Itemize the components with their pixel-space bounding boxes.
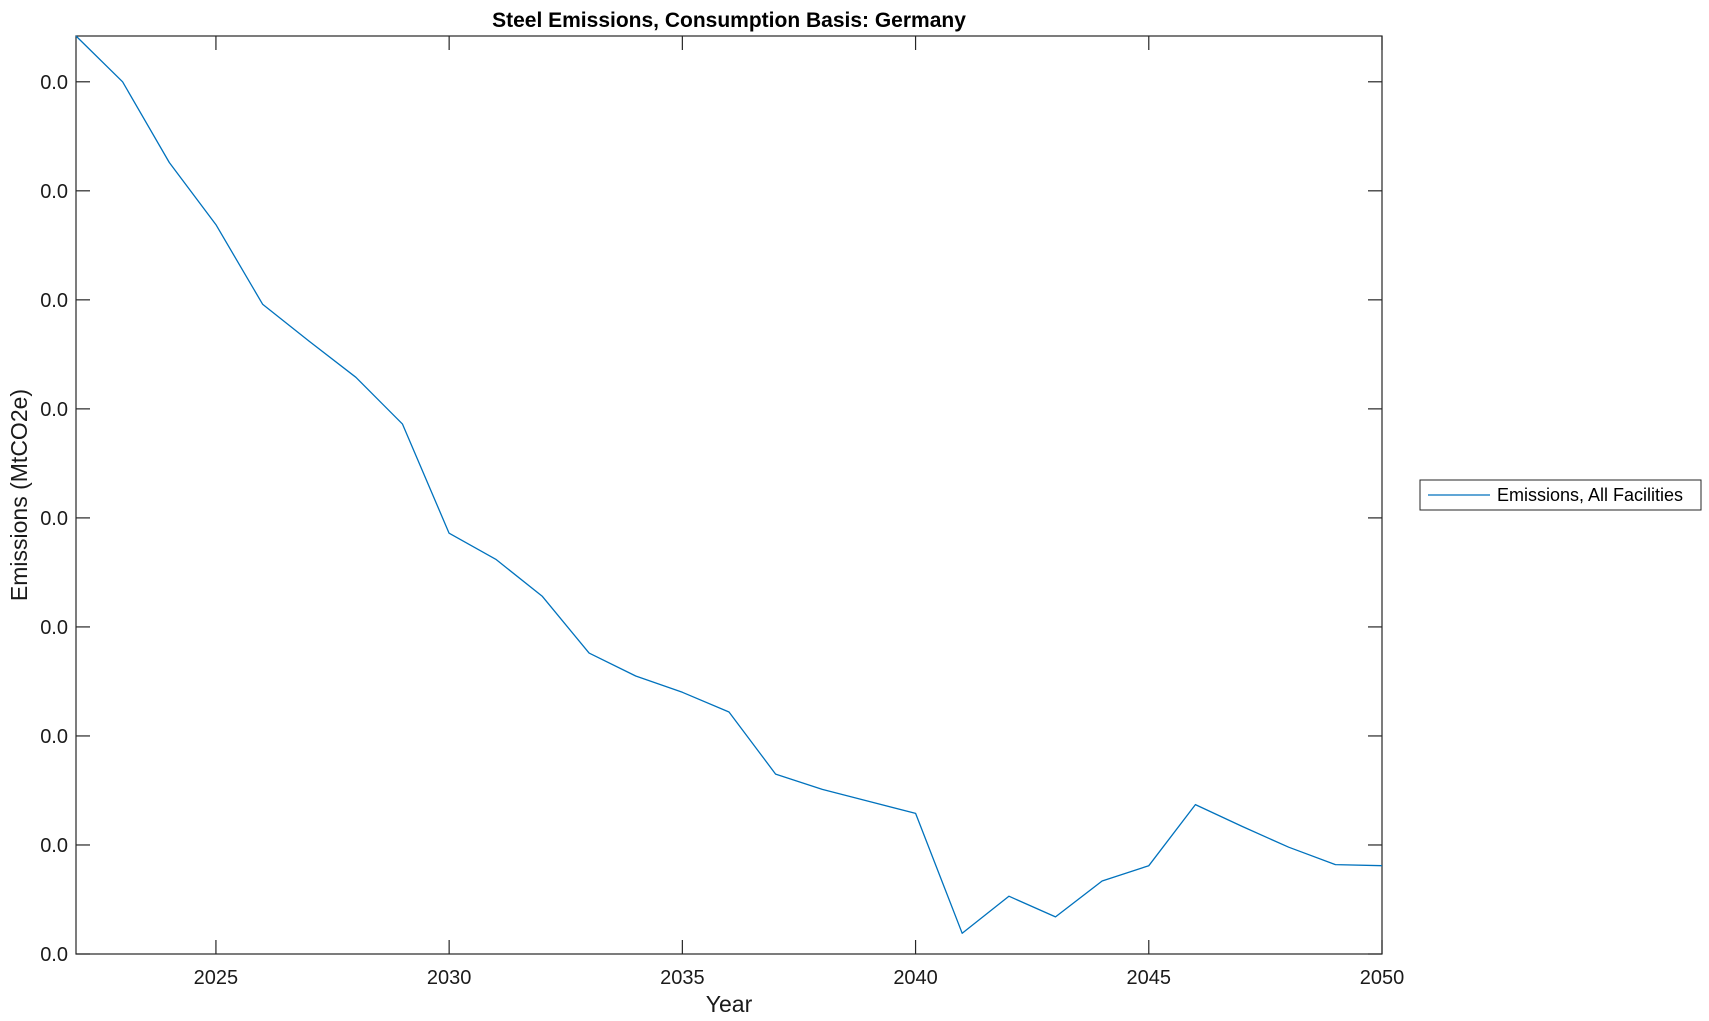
- y-axis: 0.0 0.0 0.0 0.0 0.0 0.0 0.0 0.0 0.0: [40, 72, 1382, 966]
- x-axis-title: Year: [706, 991, 753, 1017]
- x-axis: 2025 2030 2035 2040 2045 2050: [194, 36, 1405, 989]
- x-tick-label: 2035: [660, 967, 705, 989]
- y-tick-label: 0.0: [40, 617, 68, 639]
- series-line-emissions-all-facilities: [75, 35, 1383, 934]
- y-tick-label: 0.0: [40, 508, 68, 530]
- y-tick-label: 0.0: [40, 726, 68, 748]
- y-tick-label: 0.0: [40, 399, 68, 421]
- y-tick-label: 0.0: [40, 72, 68, 94]
- y-tick-label: 0.0: [40, 181, 68, 203]
- plot-area: [75, 35, 1383, 955]
- series-layer: [75, 35, 1383, 934]
- x-tick-label: 2050: [1360, 967, 1405, 989]
- y-axis-title: Emissions (MtCO2e): [6, 389, 32, 601]
- legend: Emissions, All Facilities: [1419, 479, 1702, 511]
- x-tick-label: 2045: [1127, 967, 1172, 989]
- x-tick-label: 2030: [427, 967, 472, 989]
- y-tick-label: 0.0: [40, 290, 68, 312]
- legend-entry-label: Emissions, All Facilities: [1497, 485, 1683, 505]
- chart-title: Steel Emissions, Consumption Basis: Germ…: [492, 9, 966, 32]
- y-tick-label: 0.0: [40, 835, 68, 857]
- x-tick-label: 2040: [893, 967, 938, 989]
- y-tick-label: 0.0: [40, 944, 68, 966]
- x-tick-label: 2025: [194, 967, 239, 989]
